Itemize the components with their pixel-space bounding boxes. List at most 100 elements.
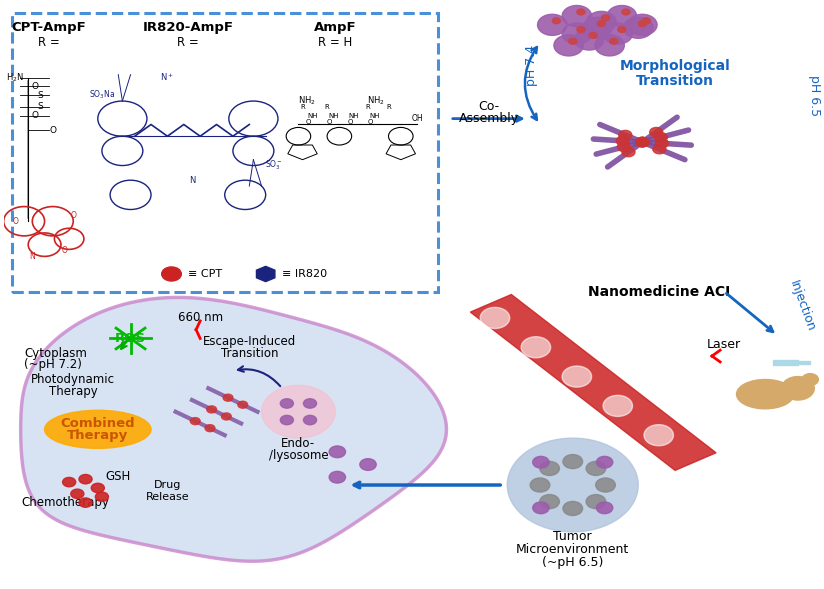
Circle shape bbox=[596, 478, 616, 492]
Text: Nanomedicine ACI: Nanomedicine ACI bbox=[588, 284, 730, 299]
Text: Tumor: Tumor bbox=[554, 530, 592, 543]
Circle shape bbox=[622, 9, 630, 15]
Text: $\mathregular{H_2N}$: $\mathregular{H_2N}$ bbox=[7, 71, 24, 84]
Polygon shape bbox=[256, 266, 275, 282]
Circle shape bbox=[577, 27, 585, 32]
Text: S: S bbox=[38, 91, 44, 100]
Circle shape bbox=[554, 35, 583, 56]
Text: IR820-AmpF: IR820-AmpF bbox=[143, 21, 233, 34]
Text: O: O bbox=[62, 246, 68, 255]
Text: $\mathregular{SO_3^-}$: $\mathregular{SO_3^-}$ bbox=[265, 159, 283, 172]
Text: (~pH 6.5): (~pH 6.5) bbox=[542, 557, 603, 570]
Circle shape bbox=[223, 394, 233, 401]
Text: Cytoplasm: Cytoplasm bbox=[24, 346, 87, 360]
Circle shape bbox=[587, 11, 616, 32]
Text: O: O bbox=[348, 118, 353, 124]
Circle shape bbox=[654, 133, 667, 142]
Text: Combined: Combined bbox=[60, 417, 135, 430]
Circle shape bbox=[480, 307, 510, 329]
Text: Escape-Induced: Escape-Induced bbox=[203, 335, 296, 348]
Circle shape bbox=[618, 27, 626, 32]
Circle shape bbox=[552, 18, 560, 24]
Text: R: R bbox=[300, 104, 305, 110]
Circle shape bbox=[91, 483, 105, 492]
Text: $\mathregular{N^+}$: $\mathregular{N^+}$ bbox=[161, 72, 175, 84]
Text: OH: OH bbox=[411, 114, 423, 123]
Text: O: O bbox=[327, 118, 332, 124]
Circle shape bbox=[190, 418, 200, 425]
Circle shape bbox=[655, 138, 668, 148]
Circle shape bbox=[636, 137, 648, 147]
Circle shape bbox=[649, 127, 662, 137]
Text: Morphological: Morphological bbox=[620, 59, 731, 73]
Text: /lysosome: /lysosome bbox=[269, 449, 328, 462]
Circle shape bbox=[205, 425, 215, 432]
Circle shape bbox=[508, 438, 639, 532]
Text: R = H: R = H bbox=[318, 36, 353, 49]
Text: ≡ IR820: ≡ IR820 bbox=[282, 269, 327, 279]
Circle shape bbox=[569, 38, 577, 44]
Text: CPT-AmpF: CPT-AmpF bbox=[12, 21, 86, 34]
Circle shape bbox=[616, 136, 630, 145]
Circle shape bbox=[63, 478, 76, 487]
Circle shape bbox=[329, 471, 345, 483]
Text: O: O bbox=[306, 118, 311, 124]
Circle shape bbox=[636, 137, 648, 147]
Text: NH: NH bbox=[329, 112, 339, 119]
Circle shape bbox=[222, 413, 232, 420]
Text: O: O bbox=[70, 211, 76, 220]
Circle shape bbox=[617, 142, 630, 151]
Circle shape bbox=[781, 376, 814, 400]
Bar bbox=[774, 360, 798, 365]
Text: R: R bbox=[386, 104, 391, 110]
Polygon shape bbox=[471, 294, 716, 471]
Text: $\mathregular{NH_2}$: $\mathregular{NH_2}$ bbox=[368, 95, 385, 107]
Circle shape bbox=[79, 498, 92, 507]
Text: pH 7.4: pH 7.4 bbox=[526, 45, 538, 87]
FancyBboxPatch shape bbox=[12, 13, 438, 292]
Text: R =: R = bbox=[38, 36, 59, 49]
Circle shape bbox=[574, 29, 604, 50]
Text: (~pH 7.2): (~pH 7.2) bbox=[24, 358, 82, 371]
Text: S: S bbox=[38, 102, 44, 111]
Circle shape bbox=[71, 489, 84, 498]
Circle shape bbox=[563, 455, 583, 469]
Circle shape bbox=[610, 38, 618, 44]
Circle shape bbox=[624, 17, 653, 38]
Text: GSH: GSH bbox=[105, 470, 131, 483]
Circle shape bbox=[207, 406, 217, 413]
Circle shape bbox=[597, 502, 613, 514]
Circle shape bbox=[628, 14, 657, 35]
Text: R: R bbox=[366, 104, 371, 110]
Text: Laser: Laser bbox=[707, 338, 742, 351]
Circle shape bbox=[96, 492, 109, 501]
Text: Endo-: Endo- bbox=[281, 438, 316, 451]
Circle shape bbox=[589, 32, 597, 38]
Text: 660 nm: 660 nm bbox=[178, 312, 222, 325]
Text: R =: R = bbox=[177, 36, 199, 49]
Circle shape bbox=[280, 415, 293, 425]
Text: O: O bbox=[49, 126, 56, 135]
Circle shape bbox=[532, 456, 549, 468]
Circle shape bbox=[653, 144, 666, 154]
Circle shape bbox=[562, 5, 592, 27]
Circle shape bbox=[563, 501, 583, 515]
Circle shape bbox=[360, 459, 377, 471]
Circle shape bbox=[586, 461, 606, 475]
Circle shape bbox=[586, 495, 606, 509]
Circle shape bbox=[619, 130, 632, 140]
Circle shape bbox=[595, 35, 625, 56]
Bar bbox=[798, 360, 810, 364]
Circle shape bbox=[562, 23, 592, 44]
Circle shape bbox=[603, 395, 633, 416]
Circle shape bbox=[636, 137, 648, 147]
Text: Transition: Transition bbox=[636, 74, 714, 88]
Text: Therapy: Therapy bbox=[68, 429, 129, 442]
Circle shape bbox=[540, 495, 559, 509]
Text: Drug: Drug bbox=[154, 480, 181, 490]
Text: Assembly: Assembly bbox=[459, 112, 519, 125]
Circle shape bbox=[162, 267, 181, 281]
Ellipse shape bbox=[44, 411, 151, 448]
Text: R: R bbox=[325, 104, 330, 110]
Circle shape bbox=[280, 399, 293, 408]
